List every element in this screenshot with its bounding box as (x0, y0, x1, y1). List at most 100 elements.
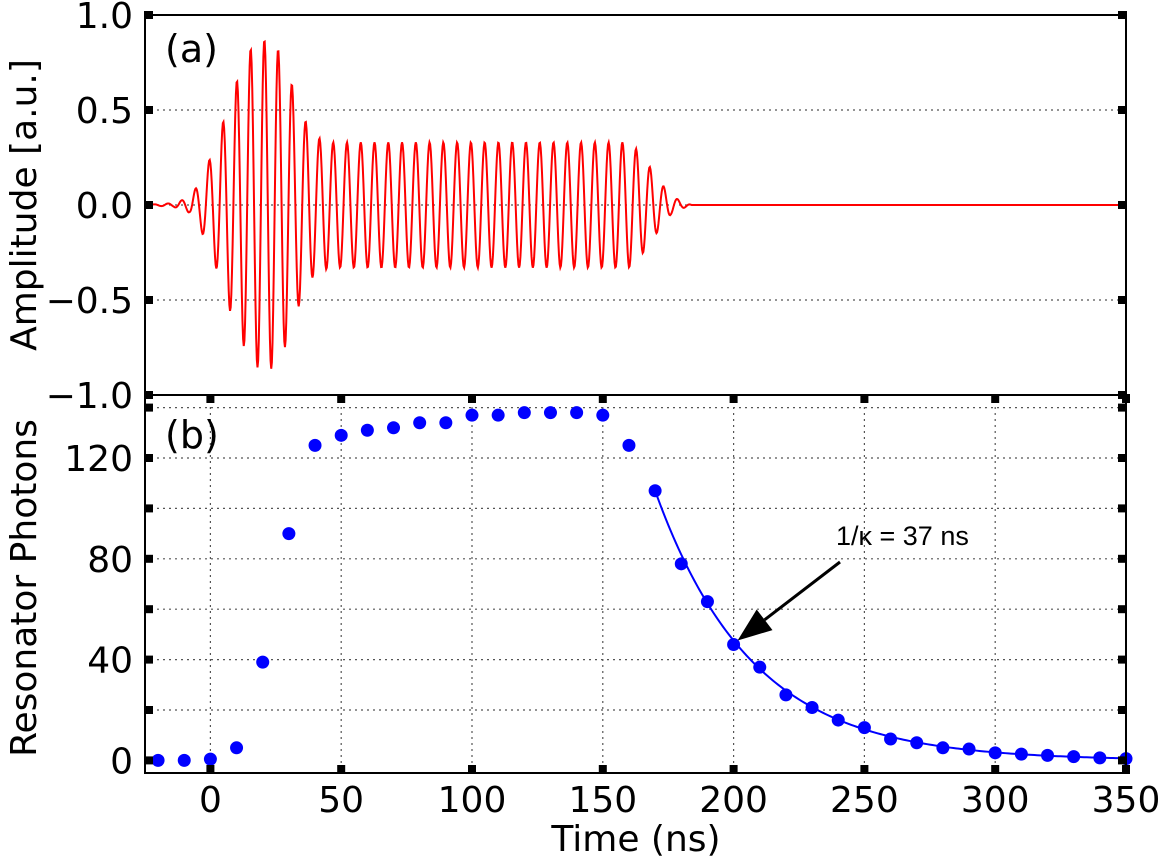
x-tick (1122, 765, 1130, 774)
panel-a-y-tick-label: −0.5 (46, 281, 133, 322)
data-point (910, 736, 924, 750)
x-tick-top (991, 394, 1000, 403)
panel-b-y-tick-right (1118, 554, 1127, 563)
x-axis-title: Time (ns) (550, 819, 720, 860)
data-point (177, 753, 191, 767)
data-point (1067, 750, 1081, 764)
panel-b-y-tick-label: 40 (87, 641, 133, 682)
data-point (831, 713, 845, 727)
x-tick (598, 765, 607, 774)
data-point (988, 746, 1002, 760)
panel-a-y-tick-label: 0.0 (76, 186, 133, 227)
x-tick-label: 150 (568, 780, 637, 821)
annotation: 1/κ = 37 ns (737, 521, 969, 641)
data-point (779, 688, 793, 702)
amplitude-trace (144, 39, 1126, 369)
data-point (648, 484, 662, 498)
data-point (936, 741, 950, 755)
panel-b-y-tick (144, 605, 153, 614)
panel-b-y-tick-right (1118, 706, 1127, 714)
x-tick-top (206, 394, 215, 403)
x-tick-top (337, 394, 346, 403)
panel-a: 1.0 0.5 0.0 −0.5 −1.0 (a) Amplitude [a.u.] (4, 0, 1127, 417)
data-point (308, 438, 322, 452)
panel-b-ticks: 0 50 100 150 200 250 300 350 0 40 80 120 (64, 394, 1160, 821)
panel-a-y-tick-right (1118, 201, 1127, 209)
data-point (413, 416, 427, 430)
data-point (1041, 748, 1055, 762)
data-point (465, 408, 479, 422)
x-tick (991, 765, 1000, 774)
x-tick-label: 0 (199, 780, 222, 821)
data-point (256, 655, 270, 669)
panel-b-y-tick-label: 120 (64, 439, 133, 480)
panel-a-y-axis-title: Amplitude [a.u.] (4, 59, 45, 351)
x-tick-top (598, 394, 607, 403)
data-point (570, 406, 584, 420)
panel-b-y-tick (144, 403, 153, 412)
data-point (230, 741, 244, 755)
panel-a-y-tick (144, 201, 153, 209)
amplitude-series-line (144, 39, 1126, 369)
x-tick-top (860, 394, 869, 403)
panel-b-y-tick-right (1118, 454, 1127, 462)
panel-a-y-ticks: 1.0 0.5 0.0 −0.5 −1.0 (46, 0, 1127, 417)
panel-b-y-axis-title: Resonator Photons (4, 419, 45, 757)
data-point (727, 637, 741, 651)
data-point (700, 595, 714, 609)
panel-b-y-tick-right (1118, 504, 1127, 513)
panel-a-y-tick-right (1118, 106, 1127, 114)
data-point (491, 408, 505, 422)
panel-a-y-tick-right (1118, 11, 1127, 19)
data-point (622, 438, 636, 452)
panel-a-y-tick (144, 296, 153, 304)
panel-b-y-tick (144, 756, 153, 765)
x-tick-top (1122, 394, 1130, 403)
annotation-arrow-shaft (763, 560, 841, 621)
panel-a-y-tick-label: 0.5 (76, 91, 133, 132)
grid-b (145, 395, 1126, 773)
data-point (1014, 747, 1028, 761)
panel-b: 0 50 100 150 200 250 300 350 0 40 80 120 1/κ = 37 n… (4, 394, 1160, 860)
data-point (334, 428, 348, 442)
x-tick-label: 350 (1092, 780, 1161, 821)
annotation-arrow-head (737, 609, 773, 641)
x-tick (337, 765, 346, 774)
x-tick-label: 300 (961, 780, 1030, 821)
panel-a-y-tick (144, 106, 153, 114)
panel-a-label: (a) (165, 27, 218, 71)
data-point (282, 527, 296, 541)
data-point (596, 408, 610, 422)
data-point (151, 753, 165, 767)
panel-a-y-tick (144, 11, 153, 19)
data-point (674, 557, 688, 571)
x-tick-label: 50 (318, 780, 364, 821)
panel-b-label: (b) (165, 413, 219, 457)
panel-b-frame (144, 394, 1127, 774)
panel-b-y-tick (144, 504, 153, 513)
panel-b-y-tick-right (1118, 756, 1127, 765)
data-point (439, 416, 453, 430)
x-tick-label: 200 (699, 780, 768, 821)
panel-a-y-tick-label: −1.0 (46, 376, 133, 417)
data-point (884, 732, 898, 746)
data-point (753, 660, 767, 674)
photon-data-points (151, 406, 1133, 767)
data-point (805, 700, 819, 714)
panel-b-y-tick (144, 554, 153, 563)
x-tick-label: 250 (830, 780, 899, 821)
x-tick-top (468, 394, 476, 403)
x-tick-top (729, 394, 738, 403)
panel-b-y-tick (144, 655, 153, 664)
data-point (857, 721, 871, 735)
panel-b-y-tick-label: 0 (110, 741, 133, 782)
panel-a-y-tick-label: 1.0 (76, 0, 133, 37)
panel-b-y-tick-right (1118, 605, 1127, 614)
panel-b-y-tick-right (1118, 403, 1127, 412)
data-point (543, 406, 557, 420)
decay-time-annotation: 1/κ = 37 ns (836, 521, 969, 551)
data-point (962, 742, 976, 756)
x-tick (860, 765, 869, 774)
x-tick (468, 765, 476, 774)
